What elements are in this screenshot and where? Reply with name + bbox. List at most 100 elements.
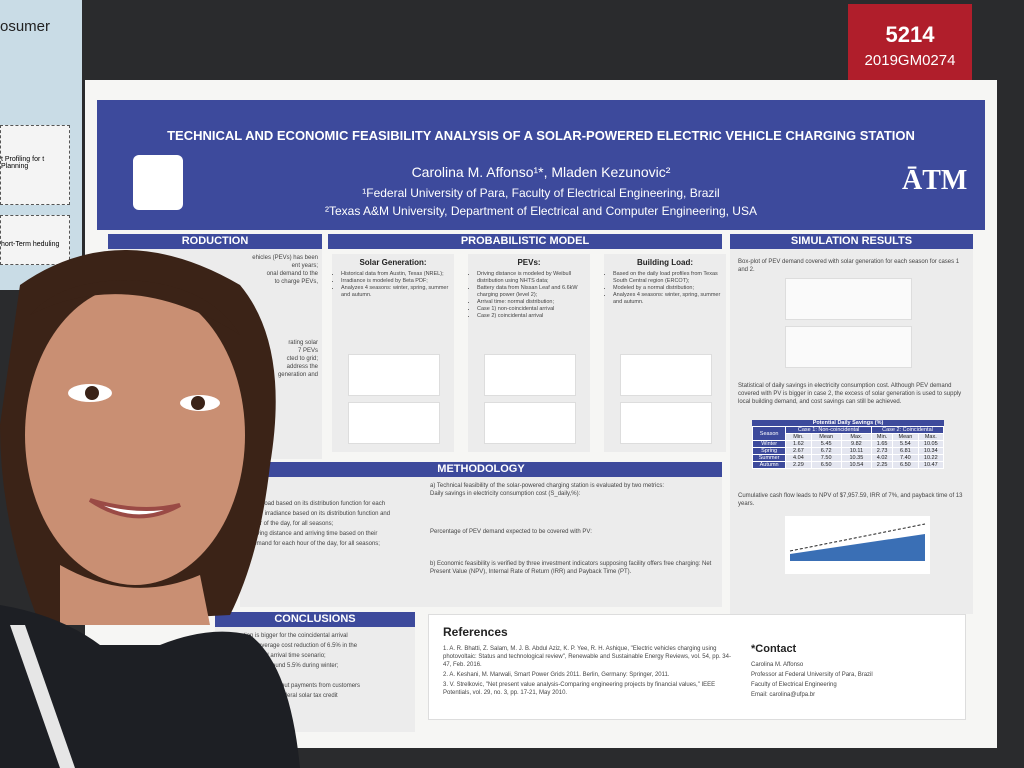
line: solar irradiance based on its distributi… <box>250 511 391 517</box>
line: Carolina M. Affonso <box>751 662 804 668</box>
table-header: Case 1: Non-coincidental <box>785 426 872 434</box>
area <box>790 534 925 561</box>
neck <box>60 565 210 625</box>
table-row: Season Case 1: Non-coincidental Case 2: Co… <box>751 426 944 441</box>
bullet: Battery data from Nissan Leaf and 6.6kW … <box>477 285 590 299</box>
table-cell: 6.72 <box>810 447 842 455</box>
table-header: Max. <box>917 433 945 441</box>
line: Daily savings in electricity consumption… <box>430 491 581 497</box>
affiliation: ²Texas A&M University, Department of Ele… <box>325 204 757 218</box>
fragment: osumer <box>0 18 51 35</box>
bullet: Case 1) non-coincidental arrival <box>477 306 590 313</box>
affiliation: ¹Federal University of Para, Faculty of … <box>362 186 720 200</box>
table-cell: 6.50 <box>892 461 919 469</box>
table-cell: 7.50 <box>810 454 842 462</box>
table-cell: 4.02 <box>870 454 894 462</box>
column-title: Building Load: <box>637 258 693 267</box>
text: Carolina M. Affonso Professor at Federal … <box>751 661 961 701</box>
table-cell: 4.04 <box>785 454 812 462</box>
row-label: Autumn <box>751 461 787 469</box>
table-cell: 1.62 <box>785 440 812 448</box>
table-cell: 7.40 <box>892 454 919 462</box>
lanyard <box>10 625 75 768</box>
line <box>789 523 926 552</box>
line: rating solar <box>288 340 318 346</box>
board-tag: 5214 2019GM0274 <box>848 4 972 88</box>
model-column: Solar Generation: Historical data from Au… <box>332 254 454 452</box>
table-row: Spring 2.67 6.72 10.11 2.73 6.81 10.34 <box>751 447 945 455</box>
section-heading: References <box>443 625 508 639</box>
line: onal demand to the <box>266 271 318 277</box>
table-cell: 2.29 <box>785 461 812 469</box>
model-column: PEVs: Driving distance is modeled by Weib… <box>468 254 590 452</box>
row-label: Winter <box>751 440 787 448</box>
table-caption: Potential Daily Savings (%) <box>752 420 944 426</box>
text: 1. A. R. Bhatti, Z. Salam, M. J. B. Abdu… <box>443 645 733 699</box>
line: 3. V. Strelkovic, "Net present value ana… <box>443 682 716 696</box>
table-cell: 2.67 <box>785 447 812 455</box>
table-header: Mean <box>810 433 842 441</box>
line: cted to grid; <box>286 356 318 362</box>
line: electricity bill is around 5.5% during w… <box>225 663 339 669</box>
line: generation and <box>277 372 318 378</box>
figure <box>620 402 712 444</box>
line: Faculty of Electrical Engineering <box>751 682 837 688</box>
section-heading: METHODOLOGY <box>240 462 722 477</box>
line: Professor at Federal University of Para,… <box>751 672 873 678</box>
bullet: Irradiance is modeled by Beta PDF; <box>341 278 454 285</box>
box: hort-Term heduling <box>0 215 70 265</box>
table-cell: 10.11 <box>840 447 873 455</box>
bullet: Case 2) coincidental arrival <box>477 313 590 320</box>
boxplot-figure <box>785 278 912 320</box>
table-cell: 10.34 <box>917 447 945 455</box>
table-header: Min. <box>870 433 894 441</box>
probabilistic-model: PROBABILISTIC MODEL Solar Generation: His… <box>328 234 726 456</box>
table-cell: 10.05 <box>917 440 945 448</box>
figure <box>348 402 440 444</box>
logo <box>133 155 183 210</box>
savings-table: Season Case 1: Non-coincidental Case 2: Co… <box>751 426 945 469</box>
table-cell: 1.65 <box>870 440 894 448</box>
line: ding load based on its distribution func… <box>250 501 386 507</box>
text: ding load based on its distribution func… <box>250 500 420 550</box>
table-cell: 5.45 <box>810 440 842 448</box>
line: 1. A. R. Bhatti, Z. Salam, M. J. B. Abdu… <box>443 646 731 668</box>
line: 7 PEVs <box>297 348 318 354</box>
box: t Profiling for t Planning <box>0 125 70 205</box>
table-cell: 2.73 <box>870 447 894 455</box>
figure <box>484 402 576 444</box>
bullet: Arrival time: normal distribution; <box>477 299 590 306</box>
section-heading: PROBABILISTIC MODEL <box>328 234 722 249</box>
table-row: Autumn 2.29 6.50 10.54 2.25 6.50 10.47 <box>751 461 945 469</box>
text: Cumulative cash flow leads to NPV of $7,… <box>738 493 963 507</box>
authors: Carolina M. Affonso¹*, Mladen Kezunovic² <box>411 164 671 180</box>
table-row: Summer 4.04 7.50 10.35 4.02 7.40 10.22 <box>751 454 945 462</box>
bullet: Modeled by a normal distribution; <box>613 285 726 292</box>
table-cell: 6.81 <box>892 447 919 455</box>
line: presents an average cost reduction of 6.… <box>225 643 358 649</box>
row-label: Summer <box>751 454 787 462</box>
board-code: 2019GM0274 <box>864 52 956 69</box>
smile <box>88 498 181 519</box>
figure <box>484 354 576 396</box>
table-cell: 10.47 <box>917 461 945 469</box>
line: Email: carolina@ufpa.br <box>751 692 816 698</box>
table-header: Mean <box>892 433 919 441</box>
figure <box>620 354 712 396</box>
bullet: Analyzes 4 seasons: winter, spring, summ… <box>613 292 726 306</box>
table-header: Max. <box>840 433 873 441</box>
table-cell: 2.25 <box>870 461 894 469</box>
line: demand for each hour of the day, for all… <box>250 541 380 547</box>
cashflow-chart <box>789 523 926 561</box>
line: to charge PEVs, <box>274 279 318 285</box>
person <box>0 250 300 768</box>
table-cell: 9.82 <box>840 440 873 448</box>
face <box>25 285 245 585</box>
table-cell: 5.54 <box>892 440 919 448</box>
jacket <box>0 605 300 768</box>
left-poster: osumer t Profiling for t Planning hort-T… <box>0 0 82 290</box>
column-title: PEVs: <box>517 258 541 267</box>
simulation-results: SIMULATION RESULTS Box-plot of PEV deman… <box>730 234 973 614</box>
board-number: 5214 <box>885 22 935 47</box>
